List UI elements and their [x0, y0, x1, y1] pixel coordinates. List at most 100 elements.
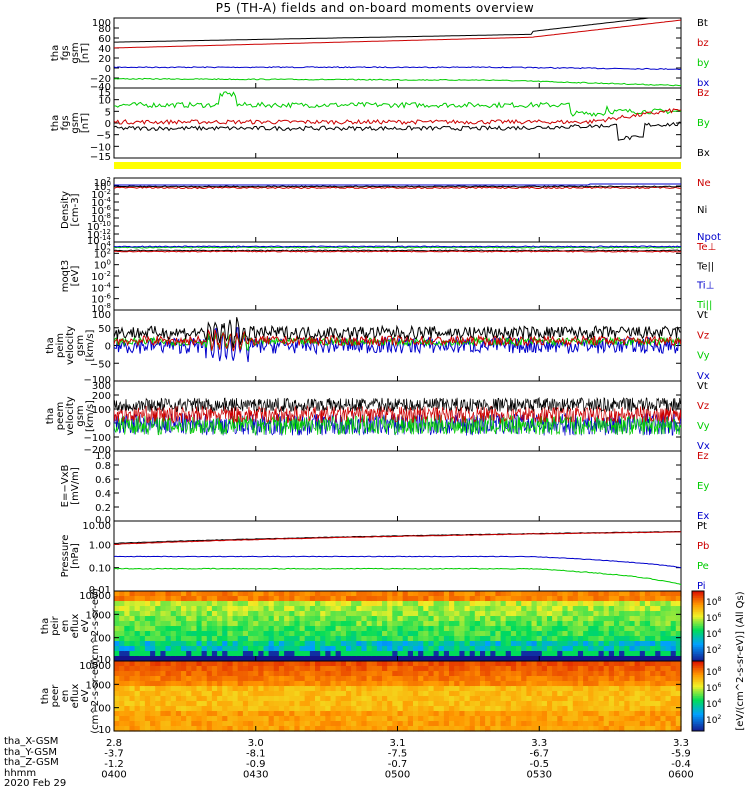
- heatmap-cell: [443, 671, 450, 677]
- y-axis-label-word: [nT]: [80, 113, 91, 133]
- heatmap-cell: [521, 681, 527, 687]
- heatmap-cell: [433, 591, 440, 597]
- heatmap-cell: [232, 621, 239, 627]
- heatmap-cell: [299, 716, 306, 722]
- heatmap-cell: [248, 631, 254, 637]
- heatmap-cell: [634, 656, 641, 662]
- heatmap-cell: [598, 621, 605, 627]
- heatmap-cell: [665, 721, 672, 727]
- heatmap-cell: [407, 641, 414, 647]
- heatmap-cell: [392, 681, 399, 687]
- heatmap-cell: [619, 651, 625, 657]
- heatmap-cell: [227, 631, 234, 637]
- heatmap-cell: [165, 711, 172, 717]
- heatmap-cell: [165, 596, 172, 602]
- heatmap-cell: [660, 621, 667, 627]
- heatmap-cell: [495, 601, 502, 607]
- ephemeris-value: -3.7: [104, 749, 124, 760]
- heatmap-cell: [474, 661, 481, 667]
- heatmap-cell: [490, 646, 497, 652]
- heatmap-cell: [510, 691, 517, 697]
- heatmap-cell: [557, 656, 564, 662]
- y-axis-label-word: fgs: [60, 45, 71, 60]
- heatmap-cell: [330, 641, 337, 647]
- heatmap-cell: [572, 626, 579, 632]
- heatmap-cell: [366, 621, 373, 627]
- heatmap-cell: [423, 706, 430, 712]
- heatmap-cell: [371, 641, 378, 647]
- heatmap-cell: [464, 601, 471, 607]
- heatmap-cell: [175, 706, 182, 712]
- y-axis-label-word: [nT]: [80, 43, 91, 63]
- heatmap-cell: [577, 711, 584, 717]
- heatmap-cell: [557, 686, 564, 692]
- heatmap-cell: [536, 691, 543, 697]
- heatmap-cell: [593, 626, 600, 632]
- heatmap-cell: [340, 606, 347, 612]
- legend-ez: Ez: [697, 451, 709, 462]
- heatmap-cell: [160, 681, 167, 687]
- heatmap-cell: [191, 686, 198, 692]
- heatmap-cell: [608, 616, 615, 622]
- heatmap-cell: [469, 716, 476, 722]
- heatmap-cell: [629, 721, 636, 727]
- heatmap-cell: [485, 601, 491, 607]
- heatmap-cell: [376, 656, 383, 662]
- heatmap-cell: [567, 721, 574, 727]
- heatmap-cell: [577, 641, 584, 647]
- heatmap-cell: [242, 596, 249, 602]
- heatmap-cell: [217, 661, 223, 667]
- heatmap-cell: [443, 676, 450, 682]
- heatmap-cell: [675, 671, 682, 677]
- heatmap-cell: [557, 691, 564, 697]
- heatmap-cell: [541, 601, 548, 607]
- heatmap-cell: [371, 591, 378, 597]
- heatmap-cell: [572, 591, 579, 597]
- heatmap-cell: [253, 596, 259, 602]
- heatmap-cell: [624, 701, 631, 707]
- heatmap-cell: [454, 631, 460, 637]
- heatmap-cell: [155, 606, 161, 612]
- heatmap-cell: [278, 626, 285, 632]
- heatmap-cell: [567, 686, 574, 692]
- heatmap-cell: [340, 711, 347, 717]
- heatmap-cell: [196, 686, 203, 692]
- heatmap-cell: [129, 626, 136, 632]
- heatmap-cell: [516, 631, 522, 637]
- heatmap-cell: [624, 676, 631, 682]
- heatmap-cell: [186, 716, 192, 722]
- heatmap-cell: [134, 626, 141, 632]
- heatmap-cell: [438, 616, 445, 622]
- heatmap-cell: [330, 696, 337, 702]
- heatmap-cell: [397, 661, 404, 667]
- heatmap-cell: [650, 661, 656, 667]
- heatmap-cell: [459, 641, 466, 647]
- heatmap-cell: [191, 611, 198, 617]
- heatmap-cell: [454, 721, 460, 727]
- heatmap-cell: [315, 711, 321, 717]
- heatmap-cell: [433, 616, 440, 622]
- series-group: [114, 18, 681, 87]
- heatmap-cell: [660, 616, 667, 622]
- heatmap-cell: [634, 651, 641, 657]
- heatmap-cell: [155, 691, 161, 697]
- heatmap-cell: [407, 596, 414, 602]
- heatmap-cell: [181, 596, 187, 602]
- heatmap-cell: [361, 701, 368, 707]
- heatmap-cell: [346, 711, 352, 717]
- y-tick-label: 0: [105, 342, 111, 353]
- heatmap-cell: [351, 596, 357, 602]
- heatmap-cell: [480, 606, 486, 612]
- heatmap-cell: [294, 716, 301, 722]
- heatmap-cell: [356, 691, 363, 697]
- heatmap-cell: [309, 696, 316, 702]
- heatmap-cell: [186, 706, 192, 712]
- heatmap-cell: [268, 671, 275, 677]
- heatmap-cell: [335, 701, 342, 707]
- heatmap-cell: [258, 676, 265, 682]
- heatmap-cell: [119, 651, 125, 657]
- heatmap-cell: [165, 721, 172, 727]
- heatmap-cell: [217, 651, 223, 657]
- heatmap-cell: [495, 711, 502, 717]
- heatmap-cell: [526, 606, 533, 612]
